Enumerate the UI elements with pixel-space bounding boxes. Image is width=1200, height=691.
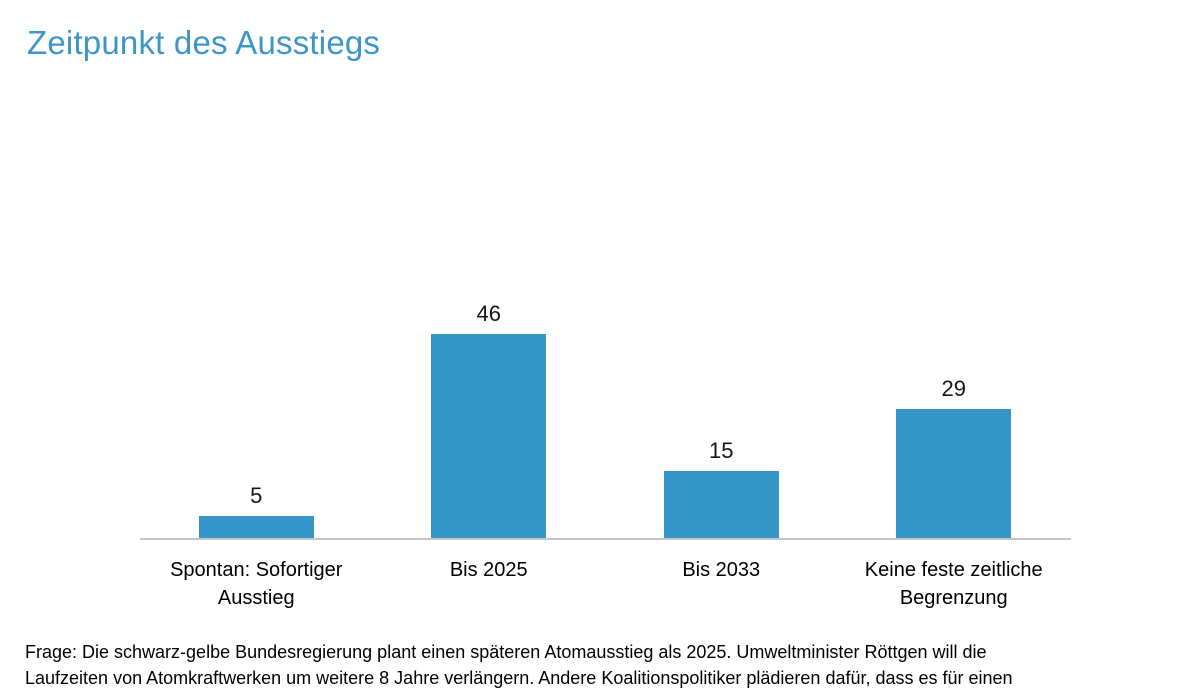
category-label: Bis 2033 [682,559,761,581]
bar-chart: 5 46 15 29 [140,250,1070,538]
x-axis-line [140,538,1071,540]
bar-value-label: 29 [941,376,966,401]
question-footnote: Frage: Die schwarz-gelbe Bundesregierung… [25,639,1175,691]
bar-slot: 29 [838,250,1071,538]
footnote-line-2: Laufzeiten von Atomkraftwerken um weiter… [25,668,1013,688]
bar-slot: 46 [373,250,606,538]
bar [663,471,779,538]
bar [198,516,314,538]
bar-value-label: 15 [709,438,734,463]
bar-slot: 5 [140,250,373,538]
category-label: Spontan: Sofortiger Ausstieg [170,559,343,609]
bar [896,409,1012,538]
footnote-line-1: Frage: Die schwarz-gelbe Bundesregierung… [25,642,987,662]
bar-value-label: 5 [250,483,263,508]
bar-value-label: 46 [476,301,501,326]
bar [431,334,547,538]
category-axis-labels: Spontan: Sofortiger Ausstieg Bis 2025 Bis … [140,556,1070,612]
bar-slot: 15 [605,250,838,538]
page-title: Zeitpunkt des Ausstiegs [27,24,381,62]
category-label: Bis 2025 [449,559,528,581]
category-label: Keine feste zeitliche Begrenzung [864,559,1043,609]
